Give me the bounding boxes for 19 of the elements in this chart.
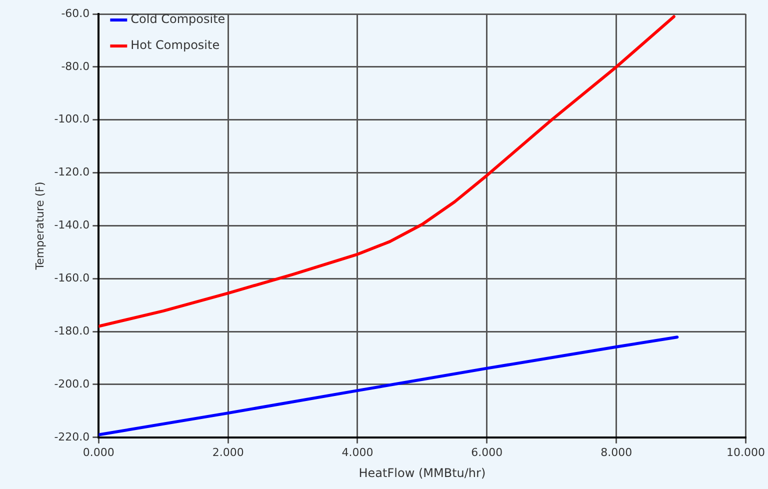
y-axis-title: Temperature (F) [33, 182, 46, 271]
x-tick-label: 4.000 [342, 446, 374, 459]
y-tick-label: -220.0 [54, 430, 90, 444]
y-tick-label: -160.0 [54, 271, 90, 284]
x-tick-label: 6.000 [471, 446, 503, 459]
y-tick-label: -140.0 [54, 218, 90, 232]
y-tick-label: -200.0 [54, 377, 90, 390]
x-tick-label: 2.000 [212, 446, 244, 459]
y-tick-label: -60.0 [61, 6, 90, 20]
x-tick-label: 8.000 [600, 446, 632, 459]
y-tick-label: -120.0 [54, 166, 90, 179]
x-tick-label: 10.000 [726, 446, 766, 459]
y-tick-label: -100.0 [54, 112, 90, 126]
x-tick-label: 0.000 [82, 446, 114, 459]
legend-label: Hot Composite [130, 38, 220, 52]
x-axis-title: HeatFlow (MMBtu/hr) [358, 466, 486, 480]
y-tick-label: -80.0 [61, 60, 90, 73]
legend-label: Cold Composite [130, 12, 226, 26]
y-tick-label: -180.0 [54, 324, 90, 338]
